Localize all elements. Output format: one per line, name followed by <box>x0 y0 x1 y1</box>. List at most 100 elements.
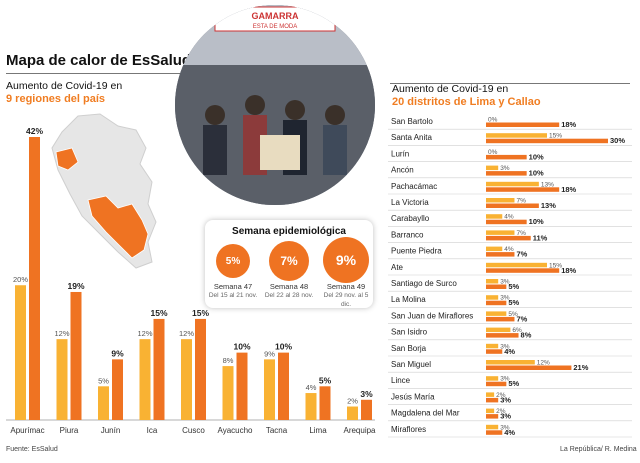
region-bar-label-week47-6: 9% <box>264 349 275 358</box>
week-47-title: Semana 47 <box>213 282 253 291</box>
district-bar-label-week49-2: 10% <box>529 152 544 161</box>
district-label-4: Pachacámac <box>391 182 437 191</box>
district-label-16: Lince <box>391 376 411 385</box>
district-bar-label-week49-18: 3% <box>500 412 511 421</box>
district-bar-label-week49-10: 5% <box>508 282 519 291</box>
region-bar-label-week49-1: 19% <box>67 281 84 291</box>
peru-map <box>51 113 157 269</box>
district-bar-week49-18 <box>486 414 499 419</box>
region-category-label-0: Apurímac <box>10 426 44 435</box>
region-bar-label-week47-7: 4% <box>306 383 317 392</box>
district-bar-week47-19 <box>486 424 499 430</box>
district-bar-week47-1 <box>486 133 547 138</box>
district-label-9: Ate <box>391 263 404 272</box>
district-bar-label-week49-17: 3% <box>500 395 511 404</box>
region-bar-week49-5 <box>236 352 248 420</box>
district-label-0: San Bartolo <box>391 117 433 126</box>
district-bar-label-week49-11: 5% <box>508 298 519 307</box>
district-bar-week47-4 <box>486 181 539 187</box>
district-bar-week47-10 <box>486 279 499 284</box>
district-bar-week49-7 <box>486 235 531 241</box>
district-bar-label-week47-13: 6% <box>512 327 522 334</box>
right-subtitle-line-1: Aumento de Covid-19 en <box>392 83 509 95</box>
region-category-label-3: Ica <box>147 426 158 435</box>
week-47-circle: 5% <box>216 244 250 278</box>
week-48-range: Del 22 al 28 nov. <box>264 292 314 299</box>
district-bar-label-week49-13: 8% <box>521 331 532 340</box>
left-subtitle-line-1: Aumento de Covid-19 en <box>6 80 123 92</box>
region-category-label-7: Lima <box>309 426 327 435</box>
region-bar-label-week49-5: 10% <box>233 342 250 352</box>
district-bar-label-week49-3: 10% <box>529 169 544 178</box>
district-bar-label-week49-8: 7% <box>516 250 527 259</box>
district-bar-label-week49-5: 13% <box>541 201 556 210</box>
district-bar-week47-17 <box>486 392 495 397</box>
region-bar-label-week49-4: 15% <box>192 308 209 318</box>
week-49-title: Semana 49 <box>326 282 366 291</box>
credit-note: La República/ R. Medina <box>560 446 637 453</box>
district-bar-week49-11 <box>486 300 507 306</box>
district-bar-label-week47-7: 7% <box>516 230 526 237</box>
district-bar-week49-8 <box>486 252 515 257</box>
region-bar-label-week49-2: 9% <box>111 348 124 358</box>
region-bar-week47-8 <box>347 406 358 420</box>
district-bar-label-week49-9: 18% <box>561 266 576 275</box>
region-category-label-2: Junín <box>101 426 121 435</box>
photo-sign-line-1: GAMARRA <box>252 11 299 21</box>
district-bar-week47-13 <box>486 327 511 333</box>
region-bar-week49-2 <box>112 359 123 420</box>
district-bar-label-week49-4: 18% <box>561 185 576 194</box>
week-48-circle: 7% <box>269 241 309 281</box>
region-bar-label-week49-0: 42% <box>26 126 43 136</box>
district-bar-week49-17 <box>486 397 499 403</box>
district-label-1: Santa Anita <box>391 133 432 142</box>
district-bar-label-week47-2: 0% <box>488 149 498 156</box>
district-bar-label-week47-14: 3% <box>500 343 510 350</box>
week-47-range: Del 15 al 21 nov. <box>208 292 258 299</box>
district-bar-label-week47-11: 3% <box>500 295 510 302</box>
district-bar-label-week47-1: 15% <box>549 133 562 140</box>
region-bar-week49-6 <box>278 352 289 420</box>
region-bar-label-week47-5: 8% <box>223 356 234 365</box>
district-bar-week49-10 <box>486 284 507 289</box>
districts-bar-chart: San Bartolo 0% 18% Santa Anita 15% 30% Lurín 0%… <box>388 117 632 438</box>
district-bar-week49-13 <box>486 333 519 338</box>
district-label-8: Puente Piedra <box>391 247 442 256</box>
district-bar-week47-11 <box>486 295 499 300</box>
week-47-pct: 5% <box>225 255 241 267</box>
district-bar-week47-3 <box>486 165 499 171</box>
districts-divider <box>390 83 630 84</box>
district-bar-week47-16 <box>486 376 499 381</box>
district-bar-week49-19 <box>486 430 503 435</box>
district-bar-week47-14 <box>486 343 499 349</box>
region-bar-label-week47-8: 2% <box>347 397 358 406</box>
region-category-label-4: Cusco <box>182 426 205 435</box>
week-47-label: Semana 47 Del 15 al 21 nov. <box>205 282 261 300</box>
region-category-label-1: Piura <box>60 426 79 435</box>
region-bar-week49-3 <box>153 318 165 420</box>
district-bar-week49-16 <box>486 381 507 387</box>
district-bar-label-week47-18: 2% <box>496 408 506 415</box>
region-category-label-8: Arequipa <box>343 426 376 435</box>
district-bar-week49-9 <box>486 268 560 273</box>
region-bar-week47-2 <box>98 386 109 420</box>
district-label-2: Lurín <box>391 149 409 158</box>
district-bar-week47-12 <box>486 311 507 316</box>
region-category-label-5: Ayacucho <box>218 426 254 435</box>
region-bar-week47-1 <box>56 339 68 420</box>
district-bar-label-week47-16: 3% <box>500 376 510 383</box>
region-bar-label-week47-0: 20% <box>13 275 28 284</box>
district-bar-week49-0 <box>486 122 560 127</box>
district-bar-label-week47-6: 4% <box>504 214 514 221</box>
region-bar-week47-0 <box>15 285 26 420</box>
district-label-13: San Isidro <box>391 328 428 337</box>
region-bar-week47-3 <box>139 339 151 420</box>
region-bar-week49-4 <box>195 318 206 420</box>
region-bar-label-week49-3: 15% <box>150 308 167 318</box>
region-bar-label-week49-6: 10% <box>275 342 292 352</box>
week-49-label: Semana 49 Del 29 nov. al 5 dic. <box>318 282 374 309</box>
district-label-18: Magdalena del Mar <box>391 409 460 418</box>
district-bar-week47-7 <box>486 230 515 235</box>
region-bar-week47-4 <box>181 339 192 420</box>
district-label-6: Carabayllo <box>391 214 430 223</box>
